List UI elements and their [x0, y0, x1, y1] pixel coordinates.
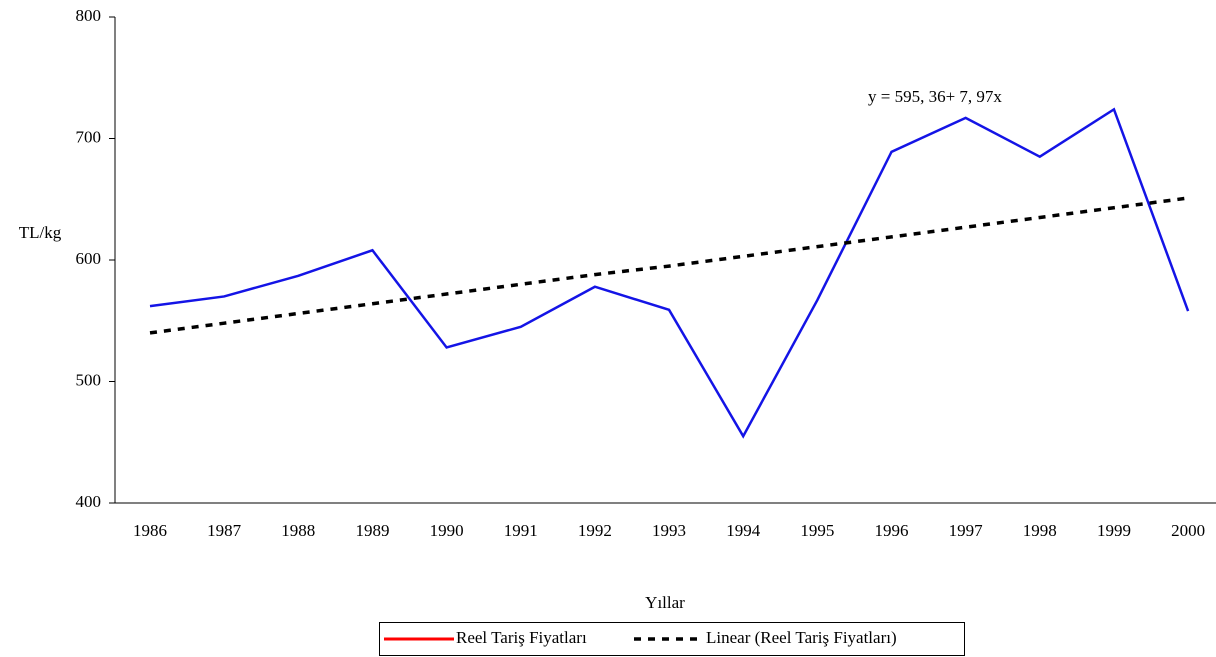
x-axis-label: Yıllar — [645, 593, 685, 612]
x-tick-label: 1992 — [578, 521, 612, 540]
y-tick-label: 600 — [76, 249, 102, 268]
x-tick-label: 1988 — [281, 521, 315, 540]
x-tick-label: 1990 — [430, 521, 464, 540]
x-tick-label: 1986 — [133, 521, 167, 540]
x-tick-label: 1991 — [504, 521, 538, 540]
x-tick-label: 1987 — [207, 521, 242, 540]
x-tick-label: 1998 — [1023, 521, 1057, 540]
annotation: y = 595, 36+ 7, 97x — [868, 87, 1002, 106]
x-tick-label: 1996 — [875, 521, 909, 540]
y-tick-label: 700 — [76, 127, 102, 146]
x-tick-label: 1995 — [800, 521, 834, 540]
x-tick-label: 1989 — [355, 521, 389, 540]
y-tick-label: 800 — [76, 6, 102, 25]
x-tick-label: 1997 — [949, 521, 984, 540]
legend-box — [379, 622, 965, 656]
data-line — [149, 107, 1190, 439]
x-tick-label: 1999 — [1097, 521, 1131, 540]
y-axis-label: TL/kg — [19, 223, 62, 242]
trend-line — [149, 196, 1189, 335]
legend-label: Reel Tariş Fiyatları — [456, 628, 587, 647]
x-tick-label: 2000 — [1171, 521, 1205, 540]
x-tick-label: 1994 — [726, 521, 761, 540]
y-tick-label: 400 — [76, 492, 102, 511]
y-tick-label: 500 — [76, 370, 102, 389]
x-tick-label: 1993 — [652, 521, 686, 540]
legend-label: Linear (Reel Tariş Fiyatları) — [706, 628, 897, 647]
